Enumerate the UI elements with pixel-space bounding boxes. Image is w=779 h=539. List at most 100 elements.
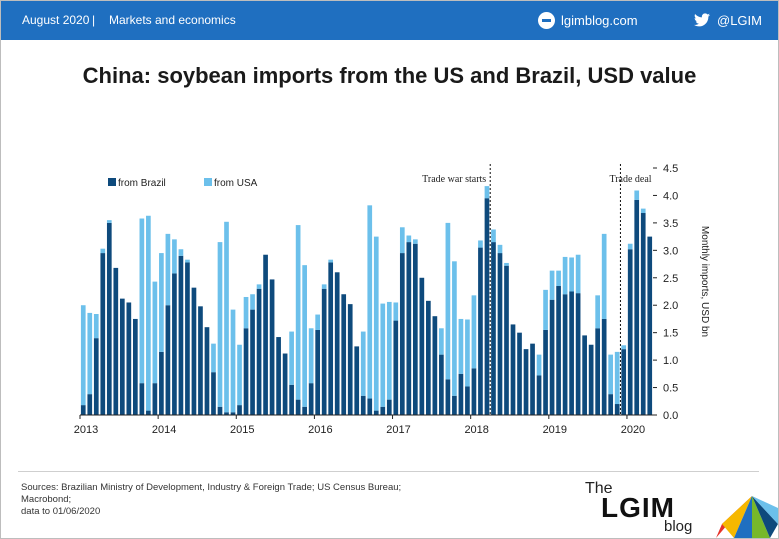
bar-usa <box>406 235 412 243</box>
bar-usa <box>439 328 444 355</box>
bar-brazil <box>406 242 412 415</box>
bar-brazil <box>119 298 125 415</box>
x-tick-label: 2016 <box>308 424 332 436</box>
bar-brazil <box>504 265 509 415</box>
bar-brazil <box>204 327 210 415</box>
bar-brazil <box>185 262 190 415</box>
bar-brazil <box>432 316 438 415</box>
bar-brazil <box>217 406 223 415</box>
bar-brazil <box>237 405 242 415</box>
blog-link[interactable]: lgimblog.com <box>561 13 638 28</box>
bar-usa <box>614 351 620 405</box>
bar-usa <box>165 233 171 306</box>
header-section[interactable]: Markets and economics <box>109 13 236 27</box>
bar-usa <box>295 225 301 400</box>
bar-usa <box>93 314 99 339</box>
bar-brazil <box>543 329 548 415</box>
bar-brazil <box>634 199 640 415</box>
bar-brazil <box>354 346 360 415</box>
bar-usa <box>484 186 490 199</box>
footer-divider <box>18 471 759 472</box>
x-tick-label: 2013 <box>74 424 98 436</box>
bar-usa <box>491 229 496 243</box>
x-tick-label: 2018 <box>464 424 488 436</box>
y-tick-label: 3.0 <box>663 245 678 257</box>
y-tick-label: 1.0 <box>663 355 678 367</box>
bar-usa <box>211 343 216 373</box>
bar-brazil <box>289 384 294 415</box>
sources-line-2: data to 01/06/2020 <box>21 506 101 517</box>
bar-brazil <box>152 383 158 415</box>
sources-note: Sources: Brazilian Ministry of Developme… <box>21 482 441 518</box>
bar-brazil <box>328 262 334 415</box>
bar-usa <box>256 284 262 289</box>
bar-brazil <box>198 306 203 415</box>
bar-brazil <box>172 273 177 415</box>
twitter-bird-icon[interactable] <box>694 13 710 27</box>
bar-brazil <box>93 338 99 415</box>
bar-brazil <box>308 383 314 415</box>
bar-brazil <box>334 272 340 415</box>
bar-usa <box>100 248 106 254</box>
logo-lgim: LGIM <box>601 492 675 523</box>
bar-brazil <box>393 320 399 415</box>
bar-brazil <box>269 279 275 415</box>
chart-legend: from Brazil from USA <box>108 178 258 189</box>
bar-usa <box>308 328 314 384</box>
chart-title: China: soybean imports from the US and B… <box>82 63 697 88</box>
bar-brazil <box>211 372 216 415</box>
bar-brazil <box>347 304 353 415</box>
bar-brazil <box>100 253 106 415</box>
bar-usa <box>224 221 229 413</box>
bar-brazil <box>458 373 464 415</box>
twitter-handle[interactable]: @LGIM <box>717 13 762 28</box>
bar-brazil <box>106 222 112 415</box>
y-tick-label: 2.0 <box>663 300 678 312</box>
bar-usa <box>159 253 164 352</box>
bar-brazil <box>386 399 392 415</box>
bar-brazil <box>647 236 653 415</box>
bar-usa <box>556 270 561 287</box>
bar-brazil <box>80 405 86 415</box>
bar-usa <box>152 281 158 384</box>
bar-usa <box>237 344 242 406</box>
bar-brazil <box>191 287 197 415</box>
bar-usa <box>217 242 223 407</box>
bar-brazil <box>549 299 555 415</box>
bar-usa <box>634 190 640 200</box>
bar-brazil <box>341 294 347 415</box>
bar-brazil <box>523 349 529 415</box>
y-tick-label: 3.5 <box>663 218 678 230</box>
bar-brazil <box>133 318 138 415</box>
bar-usa <box>367 205 373 399</box>
bar-usa <box>536 354 542 376</box>
bar-usa <box>471 295 477 369</box>
header-separator: | <box>92 13 96 27</box>
bar-usa <box>302 265 307 407</box>
bar-usa <box>393 302 399 321</box>
bar-brazil <box>250 309 255 415</box>
bar-usa <box>478 240 483 248</box>
bar-brazil <box>452 395 457 415</box>
bar-usa <box>399 227 405 254</box>
header-date: August 2020 <box>22 13 90 27</box>
y-tick-label: 0.5 <box>663 383 678 395</box>
bar-brazil <box>601 318 607 415</box>
x-tick-label: 2019 <box>543 424 567 436</box>
bar-brazil <box>510 324 516 415</box>
bar-brazil <box>243 328 249 415</box>
bar-usa <box>458 318 464 374</box>
bar-brazil <box>426 300 431 415</box>
bar-brazil <box>640 213 646 415</box>
bar-brazil <box>412 243 418 415</box>
globe-icon[interactable] <box>538 12 555 29</box>
bar-brazil <box>282 353 288 415</box>
bar-brazil <box>445 379 451 415</box>
bar-usa <box>497 244 503 254</box>
bar-usa <box>315 314 321 330</box>
bar-brazil <box>139 383 145 415</box>
bar-brazil <box>178 255 184 415</box>
bar-usa <box>445 222 451 380</box>
legend-label: from Brazil <box>118 178 166 189</box>
bar-brazil <box>373 410 379 415</box>
